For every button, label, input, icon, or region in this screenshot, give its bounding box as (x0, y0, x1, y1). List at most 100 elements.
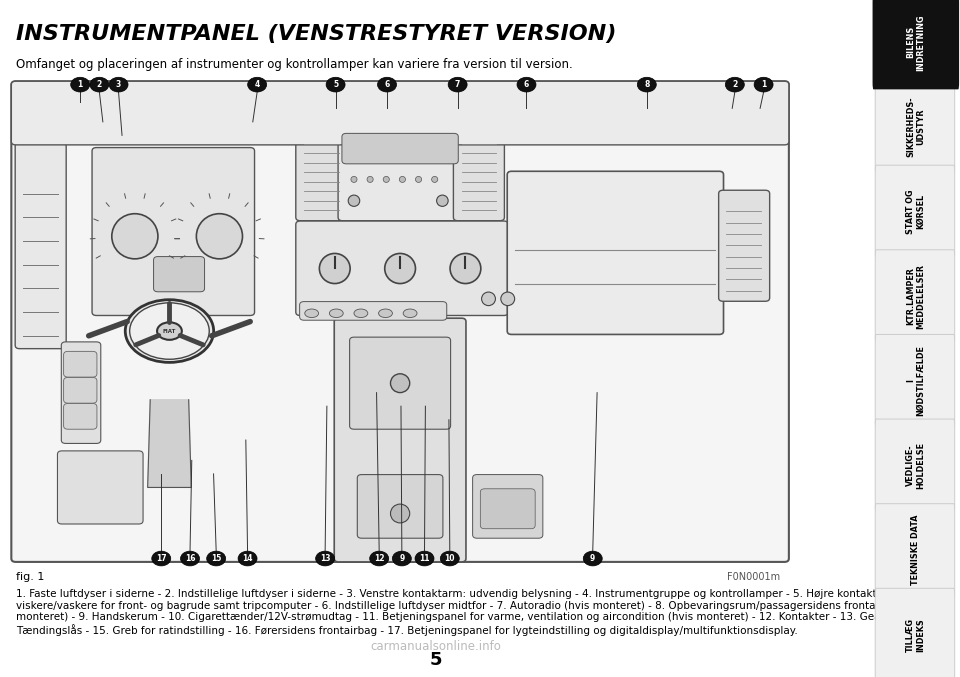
FancyBboxPatch shape (296, 129, 347, 221)
Text: 4: 4 (254, 80, 260, 89)
Text: 2: 2 (732, 80, 737, 89)
FancyBboxPatch shape (58, 451, 143, 524)
Text: fig. 1: fig. 1 (15, 572, 44, 582)
Ellipse shape (157, 322, 181, 340)
Ellipse shape (383, 177, 390, 182)
Circle shape (316, 551, 335, 566)
Text: KTR.LAMPER
MEDDELELSER: KTR.LAMPER MEDDELELSER (906, 263, 925, 329)
FancyBboxPatch shape (296, 221, 508, 315)
FancyBboxPatch shape (154, 257, 204, 292)
Ellipse shape (329, 309, 344, 318)
FancyBboxPatch shape (873, 0, 959, 89)
Ellipse shape (304, 309, 319, 318)
Ellipse shape (130, 303, 209, 359)
FancyBboxPatch shape (876, 334, 954, 427)
Text: 10: 10 (444, 554, 455, 563)
Ellipse shape (501, 292, 515, 305)
Text: TEKNISKE DATA: TEKNISKE DATA (911, 515, 921, 586)
Text: 6: 6 (524, 80, 529, 89)
Text: 14: 14 (242, 554, 252, 563)
FancyBboxPatch shape (92, 148, 254, 315)
Circle shape (180, 551, 200, 566)
Ellipse shape (482, 292, 495, 305)
Ellipse shape (354, 309, 368, 318)
Circle shape (248, 77, 267, 92)
Text: 11: 11 (420, 554, 430, 563)
FancyBboxPatch shape (12, 81, 789, 145)
Ellipse shape (197, 214, 243, 259)
Text: 3: 3 (116, 80, 121, 89)
Circle shape (415, 551, 434, 566)
Text: VEDLIGE-
HOLDELSE: VEDLIGE- HOLDELSE (906, 442, 925, 489)
Text: 9: 9 (399, 554, 404, 563)
Circle shape (726, 77, 744, 92)
FancyBboxPatch shape (63, 351, 97, 377)
Ellipse shape (367, 177, 373, 182)
Text: 7: 7 (455, 80, 460, 89)
Text: F0N0001m: F0N0001m (727, 572, 780, 582)
FancyBboxPatch shape (12, 81, 789, 562)
FancyBboxPatch shape (63, 403, 97, 429)
Text: INSTRUMENTPANEL (VENSTRESTYRET VERSION): INSTRUMENTPANEL (VENSTRESTYRET VERSION) (15, 24, 616, 44)
Ellipse shape (403, 309, 417, 318)
FancyBboxPatch shape (357, 475, 443, 538)
Text: BILENS
INDRETNING: BILENS INDRETNING (906, 14, 925, 70)
FancyBboxPatch shape (480, 489, 535, 529)
Text: 15: 15 (211, 554, 222, 563)
FancyBboxPatch shape (507, 171, 724, 334)
Text: FIAT: FIAT (163, 328, 176, 334)
FancyBboxPatch shape (876, 250, 954, 343)
Ellipse shape (450, 253, 481, 284)
Circle shape (206, 551, 226, 566)
Ellipse shape (432, 177, 438, 182)
FancyBboxPatch shape (472, 475, 542, 538)
Ellipse shape (437, 195, 448, 206)
FancyBboxPatch shape (338, 129, 462, 221)
FancyBboxPatch shape (349, 337, 450, 429)
Ellipse shape (111, 214, 158, 259)
FancyBboxPatch shape (876, 588, 954, 677)
Text: 6: 6 (384, 80, 390, 89)
Ellipse shape (125, 300, 214, 362)
FancyBboxPatch shape (61, 342, 101, 443)
Text: 1: 1 (78, 80, 83, 89)
FancyBboxPatch shape (334, 318, 466, 562)
Text: carmanualsonline.info: carmanualsonline.info (371, 640, 501, 653)
Circle shape (393, 551, 411, 566)
Circle shape (448, 77, 468, 92)
Text: START OG
KØRSEL: START OG KØRSEL (906, 190, 925, 234)
FancyBboxPatch shape (876, 165, 954, 258)
Text: 5: 5 (429, 651, 443, 669)
Ellipse shape (351, 177, 357, 182)
FancyBboxPatch shape (300, 302, 446, 320)
Circle shape (152, 551, 171, 566)
Circle shape (637, 77, 657, 92)
FancyBboxPatch shape (719, 190, 770, 301)
Circle shape (90, 77, 108, 92)
Ellipse shape (348, 195, 360, 206)
Ellipse shape (385, 253, 416, 284)
Text: 17: 17 (156, 554, 167, 563)
Circle shape (377, 77, 396, 92)
Ellipse shape (378, 309, 393, 318)
Text: 16: 16 (184, 554, 195, 563)
Ellipse shape (399, 177, 405, 182)
Circle shape (370, 551, 389, 566)
Circle shape (109, 77, 128, 92)
Polygon shape (148, 399, 191, 487)
Circle shape (441, 551, 459, 566)
FancyBboxPatch shape (342, 133, 458, 164)
Text: 13: 13 (320, 554, 330, 563)
FancyBboxPatch shape (876, 504, 954, 596)
FancyBboxPatch shape (15, 143, 66, 349)
Text: Omfanget og placeringen af instrumenter og kontrollamper kan variere fra version: Omfanget og placeringen af instrumenter … (15, 58, 572, 70)
Ellipse shape (320, 253, 350, 284)
FancyBboxPatch shape (876, 419, 954, 512)
Text: 9: 9 (590, 554, 595, 563)
FancyBboxPatch shape (63, 378, 97, 403)
FancyBboxPatch shape (453, 129, 504, 221)
Circle shape (584, 551, 602, 566)
Text: 5: 5 (333, 80, 338, 89)
Circle shape (517, 77, 536, 92)
Ellipse shape (416, 177, 421, 182)
